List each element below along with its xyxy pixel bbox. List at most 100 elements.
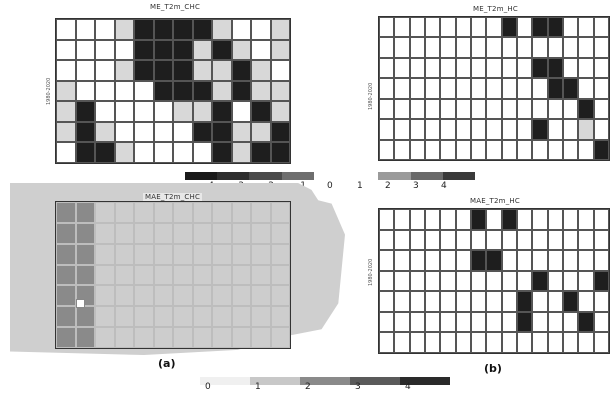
grid-cell bbox=[547, 17, 563, 38]
grid-cell bbox=[593, 139, 609, 160]
grid-cell bbox=[231, 306, 251, 328]
grid-cell bbox=[192, 243, 212, 265]
colorbar-tick-label: 2 bbox=[385, 181, 391, 191]
grid-cell bbox=[270, 101, 290, 122]
grid-cell bbox=[470, 250, 487, 271]
grid-cell bbox=[593, 229, 609, 251]
grid-cell bbox=[114, 222, 134, 244]
grid-cell bbox=[547, 209, 563, 230]
grid-cell bbox=[95, 222, 115, 244]
grid-cell bbox=[455, 78, 471, 99]
grid-cell bbox=[562, 250, 579, 271]
grid-cell bbox=[379, 311, 395, 333]
grid-cell bbox=[562, 291, 579, 312]
grid-cell bbox=[212, 222, 232, 244]
grid-cell bbox=[501, 119, 517, 140]
grid-cell bbox=[516, 98, 533, 120]
grid-cell bbox=[578, 332, 594, 353]
grid-cell bbox=[379, 250, 395, 271]
grid-cell bbox=[212, 327, 232, 348]
grid-cell bbox=[424, 17, 441, 38]
grid-cell bbox=[501, 250, 517, 271]
grid-cell bbox=[486, 98, 502, 120]
grid-cell bbox=[56, 39, 76, 61]
grid-cell bbox=[532, 250, 548, 271]
grid-cell bbox=[75, 327, 95, 348]
grid-cell bbox=[173, 264, 193, 286]
grid-cell bbox=[270, 19, 290, 40]
grid-cell bbox=[379, 270, 395, 292]
grid-cell bbox=[56, 121, 76, 143]
grid-cell bbox=[578, 17, 594, 38]
grid-cell bbox=[173, 39, 193, 61]
grid-cell bbox=[501, 332, 517, 353]
grid-cell bbox=[424, 119, 441, 140]
grid-cell bbox=[134, 327, 154, 348]
grid-cell bbox=[532, 291, 548, 312]
grid-cell bbox=[75, 306, 95, 328]
grid-cell bbox=[212, 101, 232, 122]
grid-cell bbox=[212, 121, 232, 143]
grid-cell bbox=[173, 60, 193, 81]
grid-cell bbox=[231, 101, 251, 122]
grid-cell bbox=[440, 291, 456, 312]
grid-cell bbox=[95, 19, 115, 40]
colorbar-tick-label: 3 bbox=[355, 382, 361, 392]
colorbar-segment bbox=[281, 172, 314, 180]
grid-cell bbox=[173, 285, 193, 307]
grid-cell bbox=[470, 98, 487, 120]
y-axis-label: 1980-2020 bbox=[368, 258, 374, 286]
grid-cell bbox=[212, 39, 232, 61]
grid-cell bbox=[547, 332, 563, 353]
grid-cell bbox=[114, 142, 134, 163]
grid-cell bbox=[578, 229, 594, 251]
colorbar-tick-label: 3 bbox=[413, 181, 419, 191]
grid-cell bbox=[547, 57, 563, 79]
grid-cell bbox=[173, 327, 193, 348]
grid-cell bbox=[440, 37, 456, 58]
grid-cell bbox=[134, 121, 154, 143]
grid-cell bbox=[516, 229, 533, 251]
grid-cell bbox=[440, 250, 456, 271]
grid-cell bbox=[114, 202, 134, 223]
grid-cell bbox=[562, 332, 579, 353]
grid-cell bbox=[532, 229, 548, 251]
grid-cell bbox=[486, 250, 502, 271]
grid-cell bbox=[424, 139, 441, 160]
colorbar-segment bbox=[217, 172, 250, 180]
grid-cell bbox=[532, 270, 548, 292]
grid-cell bbox=[562, 311, 579, 333]
grid-cell bbox=[424, 98, 441, 120]
grid-cell bbox=[114, 243, 134, 265]
grid-cell bbox=[516, 17, 533, 38]
grid-cell bbox=[231, 222, 251, 244]
grid-cell bbox=[470, 78, 487, 99]
grid-cell bbox=[134, 80, 154, 102]
grid-cell bbox=[532, 57, 548, 79]
grid-cell bbox=[562, 17, 579, 38]
grid-cell bbox=[173, 202, 193, 223]
grid-cell bbox=[75, 243, 95, 265]
grid-cell bbox=[424, 57, 441, 79]
grid-cell bbox=[153, 39, 173, 61]
grid-cell bbox=[547, 311, 563, 333]
grid-cell bbox=[394, 98, 410, 120]
colorbar-segment bbox=[346, 172, 379, 180]
panel-label-b: (b) bbox=[484, 362, 502, 375]
colorbar-tick-label: 0 bbox=[205, 382, 211, 392]
grid-cell bbox=[212, 60, 232, 81]
grid-cell bbox=[251, 19, 271, 40]
grid-cell bbox=[455, 98, 471, 120]
grid-cell bbox=[153, 222, 173, 244]
colorbar-tick-label: 2 bbox=[305, 382, 311, 392]
grid-cell bbox=[56, 285, 76, 307]
grid-cell bbox=[134, 60, 154, 81]
grid-cell bbox=[562, 229, 579, 251]
grid-cell bbox=[114, 101, 134, 122]
grid-cell bbox=[251, 243, 271, 265]
grid-cell bbox=[56, 202, 76, 223]
grid-cell bbox=[409, 17, 425, 38]
grid-cell bbox=[75, 202, 95, 223]
grid-cell bbox=[394, 37, 410, 58]
grid-cell bbox=[424, 229, 441, 251]
